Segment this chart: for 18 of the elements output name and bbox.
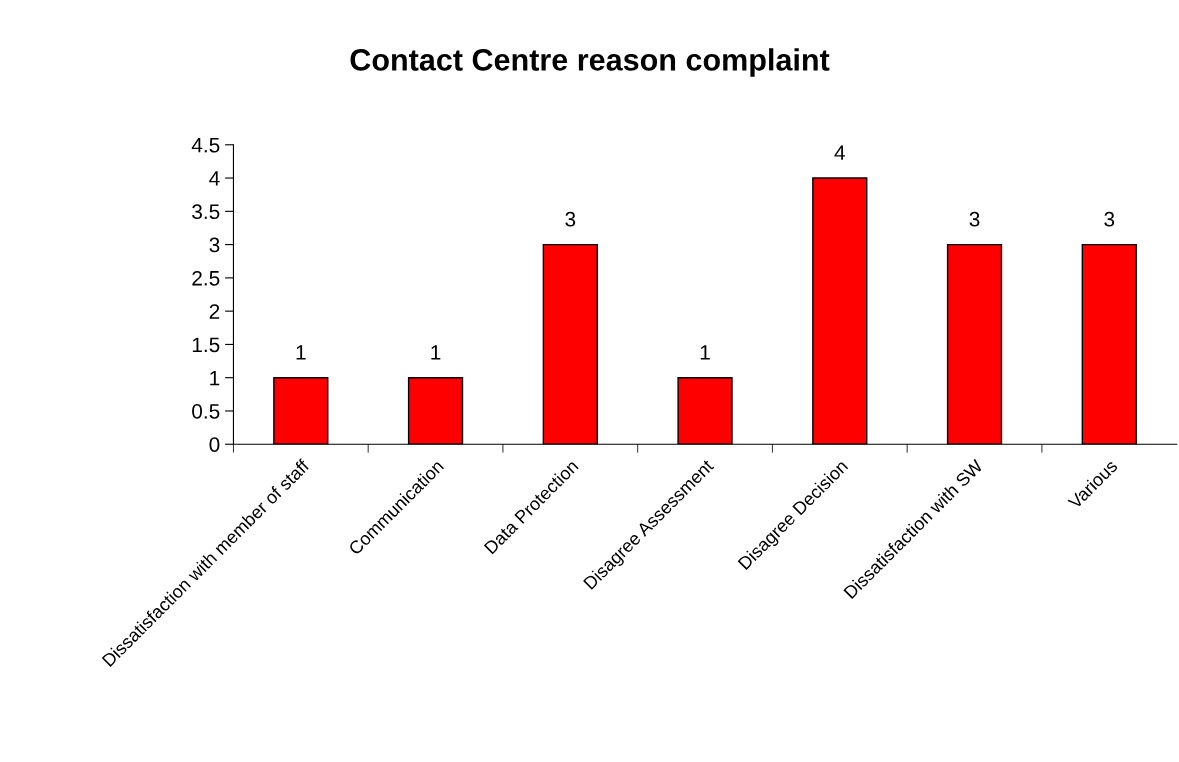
y-tick-label: 2 bbox=[209, 304, 220, 319]
data-label: 3 bbox=[565, 211, 576, 227]
data-label: 3 bbox=[969, 211, 980, 227]
y-tick-label: 4.5 bbox=[191, 138, 220, 153]
data-label: 3 bbox=[1104, 211, 1115, 227]
data-label: 1 bbox=[431, 345, 441, 360]
data-label: 1 bbox=[700, 345, 710, 360]
y-tick-label: 2.5 bbox=[192, 270, 220, 286]
data-label: 4 bbox=[834, 145, 845, 160]
y-tick-label: 0.5 bbox=[192, 403, 220, 419]
chart-title: Contact Centre reason complaint bbox=[350, 48, 830, 77]
y-tick-label: 3 bbox=[209, 237, 220, 253]
y-tick-label: 1.5 bbox=[192, 337, 220, 353]
y-tick-label: 3.5 bbox=[192, 204, 220, 220]
y-tick-label: 0 bbox=[209, 437, 220, 452]
y-tick-label: 1 bbox=[210, 370, 220, 386]
data-label: 1 bbox=[296, 345, 306, 360]
y-tick-label: 4 bbox=[209, 171, 220, 186]
